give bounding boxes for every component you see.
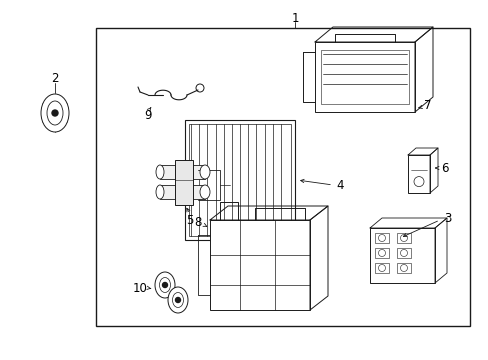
Text: 7: 7 — [424, 99, 431, 112]
Bar — [160, 165, 204, 179]
Ellipse shape — [155, 272, 175, 298]
Text: 3: 3 — [444, 212, 451, 225]
Bar — [209, 220, 309, 310]
Text: 8: 8 — [194, 216, 201, 229]
Text: 1: 1 — [291, 12, 298, 24]
Ellipse shape — [159, 278, 170, 292]
Bar — [396, 248, 410, 258]
Bar — [407, 155, 429, 193]
Ellipse shape — [200, 165, 209, 179]
Circle shape — [52, 110, 58, 116]
Bar — [96, 28, 469, 326]
Ellipse shape — [172, 292, 183, 307]
Bar — [374, 233, 388, 243]
Bar — [374, 263, 388, 273]
Text: 9: 9 — [144, 108, 151, 122]
Ellipse shape — [156, 165, 163, 179]
Bar — [189, 124, 290, 236]
Ellipse shape — [156, 185, 163, 199]
Bar — [320, 50, 408, 104]
Bar — [396, 263, 410, 273]
Ellipse shape — [47, 101, 63, 125]
Circle shape — [162, 283, 167, 288]
Bar — [396, 233, 410, 243]
Bar — [175, 160, 193, 205]
Bar — [374, 248, 388, 258]
Bar — [160, 185, 204, 199]
Text: 4: 4 — [336, 179, 343, 192]
Bar — [184, 120, 294, 240]
Text: 6: 6 — [440, 162, 448, 175]
Ellipse shape — [168, 287, 187, 313]
Bar — [369, 228, 434, 283]
Ellipse shape — [41, 94, 69, 132]
Text: 10: 10 — [132, 282, 147, 294]
Text: 2: 2 — [51, 72, 59, 85]
Circle shape — [175, 297, 180, 302]
Text: 5: 5 — [186, 213, 193, 226]
Ellipse shape — [200, 185, 209, 199]
Bar — [314, 42, 414, 112]
